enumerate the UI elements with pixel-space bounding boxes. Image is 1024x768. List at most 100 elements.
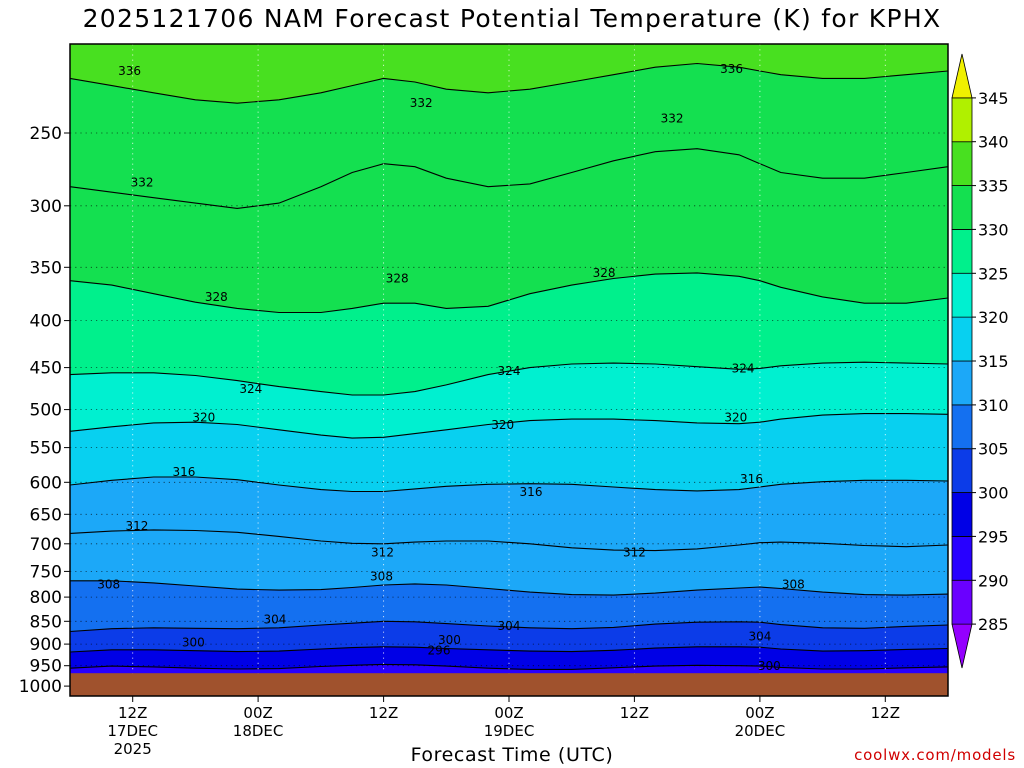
contour-label: 332: [131, 176, 154, 190]
colorbar-segment: [951, 579, 973, 625]
theta-fill-layer: [70, 44, 948, 696]
colorbar-segment: [951, 53, 973, 99]
x-tick-label: 12Z: [620, 704, 649, 722]
colorbar-segment: [951, 448, 973, 493]
y-tick-label: 550: [30, 439, 62, 459]
colorbar-segment: [951, 623, 973, 669]
colorbar-label: 345: [978, 89, 1009, 108]
contour-label: 332: [410, 96, 433, 110]
isentrope-line: [70, 529, 948, 552]
x-tick-label: 00Z: [494, 704, 523, 722]
colorbar-segment: [951, 272, 973, 318]
colorbar-segment: [951, 229, 973, 274]
colorbar-label: 340: [978, 133, 1009, 152]
colorbar-segment: [951, 316, 973, 362]
contour-label: 300: [182, 635, 205, 649]
contour-label-layer: 336 336 332 332 332 328 328 328 324 324 324 320 320 3…: [97, 62, 805, 673]
x-tick-label: 2025: [114, 740, 152, 758]
y-tick-label: 750: [30, 562, 62, 582]
contour-label: 324: [732, 361, 755, 375]
contour-label: 328: [386, 272, 409, 286]
contour-label: 336: [720, 62, 743, 76]
contour-label: 320: [192, 411, 215, 425]
chart-title: 2025121706 NAM Forecast Potential Temper…: [82, 4, 942, 33]
x-tick-label: 12Z: [118, 704, 147, 722]
y-tick-label: 400: [30, 312, 62, 332]
colorbar: 285 290 295 300 305 310 315 320 325 330 335 340 345: [951, 53, 1009, 669]
colorbar-label: 295: [978, 527, 1009, 546]
contour-label: 328: [205, 290, 228, 304]
isentrope-line: [70, 476, 948, 493]
y-tick-label: 600: [30, 473, 62, 493]
colorbar-label: 315: [978, 352, 1009, 371]
y-tick-label: 350: [30, 258, 62, 278]
contour-label: 332: [661, 111, 684, 125]
ground-below-surface: [70, 673, 948, 696]
contour-label: 304: [263, 612, 286, 626]
colorbar-label: 300: [978, 484, 1009, 503]
y-tick-label: 300: [30, 197, 62, 217]
contour-label: 312: [125, 519, 148, 533]
colorbar-label: 305: [978, 440, 1009, 459]
x-tick-label: 18DEC: [233, 722, 284, 740]
x-tick-label: 00Z: [243, 704, 272, 722]
x-tick-label: 19DEC: [484, 722, 535, 740]
colorbar-segment: [951, 185, 973, 230]
theta-band: [70, 272, 948, 395]
x-tick-label: 00Z: [745, 704, 774, 722]
y-tick-label: 900: [30, 635, 62, 655]
contour-label: 316: [740, 472, 763, 486]
theta-band: [70, 362, 948, 439]
contour-label: 316: [172, 465, 195, 479]
colorbar-segment: [951, 492, 973, 537]
theta-band: [70, 44, 948, 104]
y-tick-label: 450: [30, 359, 62, 379]
isentrope-line: [70, 413, 948, 439]
colorbar-segment: [951, 404, 973, 450]
colorbar-label: 335: [978, 177, 1009, 196]
contour-label: 336: [118, 64, 141, 78]
contour-label: 308: [370, 570, 393, 584]
contour-label: 316: [520, 485, 543, 499]
contour-label: 308: [97, 577, 120, 591]
y-tick-label: 250: [30, 124, 62, 144]
theta-band: [70, 413, 948, 492]
contour-label: 324: [498, 364, 521, 378]
contour-label: 328: [593, 266, 616, 280]
y-tick-label: 800: [30, 588, 62, 608]
x-tick-label: 17DEC: [107, 722, 158, 740]
isentrope-line: [70, 361, 948, 396]
credit-link[interactable]: coolwx.com/models: [854, 746, 1016, 764]
y-tick-label: 850: [30, 612, 62, 632]
colorbar-segment: [951, 360, 973, 406]
y-tick-label: 950: [30, 657, 62, 677]
contour-label: 304: [748, 630, 771, 644]
contour-label: 320: [724, 411, 747, 425]
isentrope-line: [70, 646, 948, 653]
colorbar-segment: [951, 141, 973, 186]
contour-label: 300: [438, 633, 461, 647]
y-tick-label: 500: [30, 401, 62, 421]
theta-band: [70, 477, 948, 551]
contour-label: 296: [428, 644, 451, 658]
ground-layer: [70, 673, 948, 696]
colorbar-label: 310: [978, 396, 1009, 415]
contour-label: 308: [782, 577, 805, 591]
contour-label: 300: [758, 659, 781, 673]
x-axis-title: Forecast Time (UTC): [410, 744, 614, 766]
contour-label: 320: [491, 418, 514, 432]
y-tick-label: 1000: [19, 677, 62, 697]
y-tick-label: 650: [30, 505, 62, 525]
theta-band: [70, 63, 948, 209]
x-tick-label: 12Z: [369, 704, 398, 722]
x-tick-label: 20DEC: [735, 722, 786, 740]
colorbar-label: 320: [978, 308, 1009, 327]
colorbar-label: 325: [978, 264, 1009, 283]
contour-label: 324: [239, 382, 262, 396]
colorbar-label: 285: [978, 615, 1009, 634]
contour-label: 304: [498, 619, 521, 633]
colorbar-label: 330: [978, 220, 1009, 239]
colorbar-segment: [951, 536, 973, 581]
